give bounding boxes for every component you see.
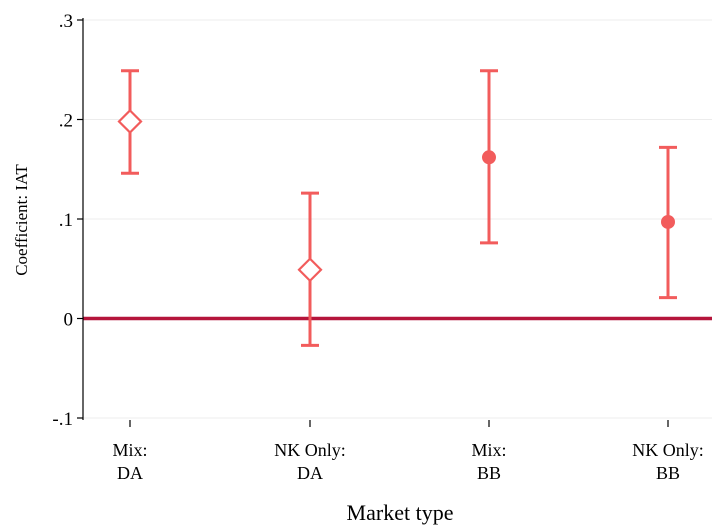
x-tick-label-line2: BB (477, 463, 501, 483)
gridlines (83, 19, 712, 419)
y-ticks: -.1 0 .1 .2 .3 (52, 11, 83, 430)
x-axis-title: Market type (347, 500, 454, 525)
y-tick-label: -.1 (52, 409, 73, 430)
estimate-marker-circle (661, 214, 675, 229)
estimate-marker-diamond (117, 108, 143, 135)
x-tick-label-line2: DA (117, 463, 143, 483)
y-tick-label: .3 (59, 11, 73, 32)
x-ticks: Mix: DA NK Only: DA Mix: BB NK Only: BB (112, 420, 704, 483)
y-axis-title: Coefficient: IAT (12, 164, 31, 276)
y-tick-label: .1 (59, 210, 73, 231)
y-tick-label: 0 (64, 310, 74, 331)
x-tick-label-line2: BB (656, 463, 680, 483)
x-tick-label-line1: NK Only: (274, 440, 346, 460)
estimate-marker-circle (482, 150, 496, 165)
estimate-marker-diamond (297, 257, 323, 283)
x-tick-label-line1: Mix: (471, 440, 506, 460)
data-marks (117, 69, 677, 347)
x-tick-label-line2: DA (297, 463, 323, 483)
y-tick-label: .2 (59, 111, 73, 132)
x-tick-label-line1: Mix: (112, 440, 147, 460)
x-tick-label-line1: NK Only: (632, 440, 704, 460)
